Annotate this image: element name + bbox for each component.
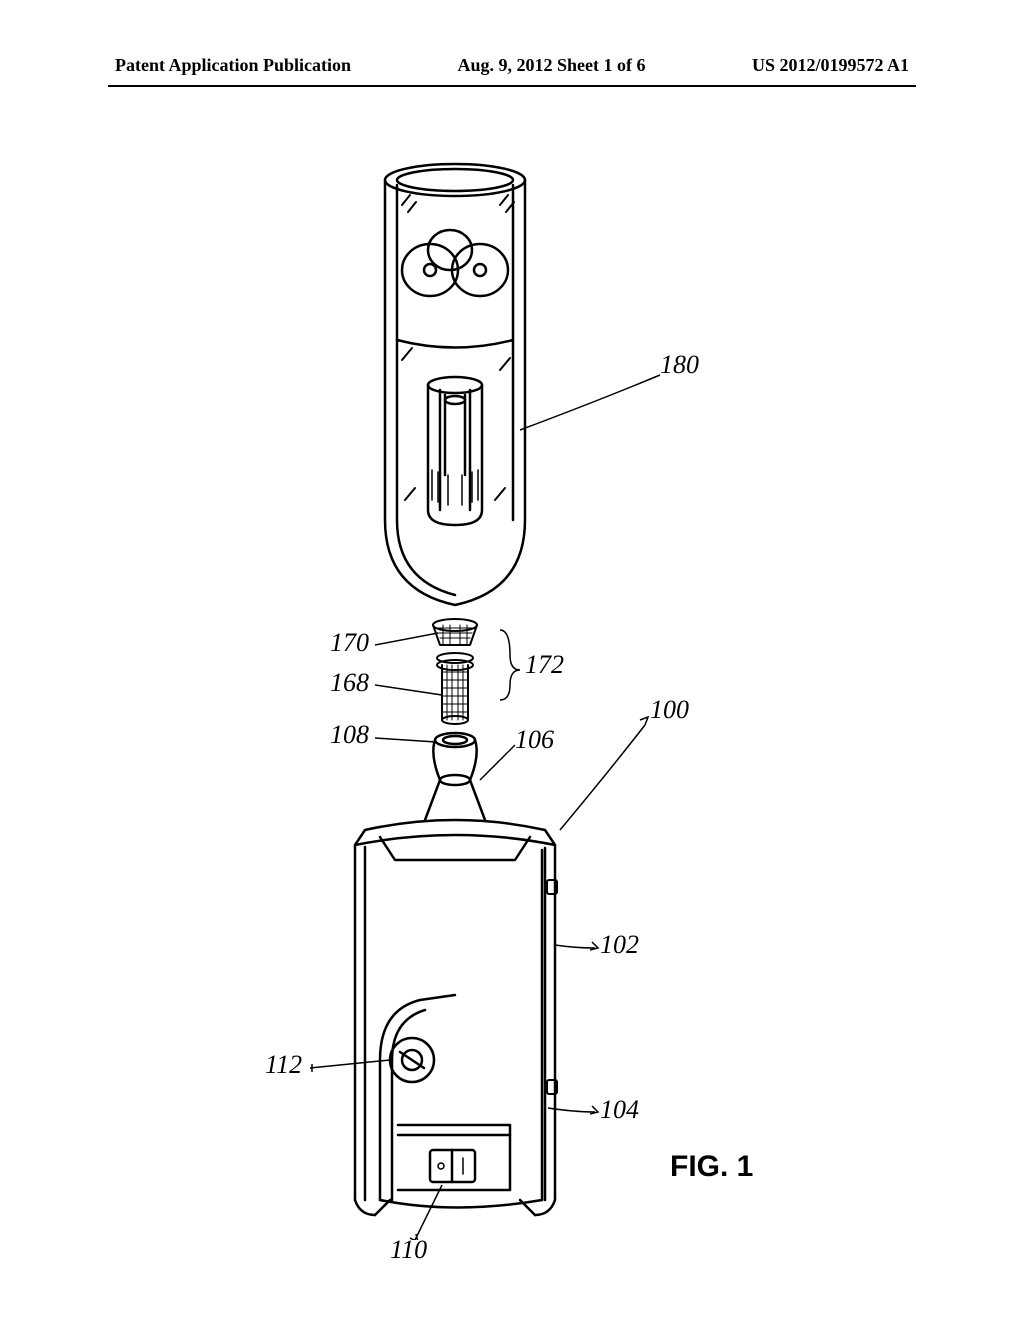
ref-108: 108 <box>330 720 369 750</box>
ref-112: 112 <box>265 1050 302 1080</box>
header-publication: Patent Application Publication <box>115 55 351 76</box>
patent-figure: 180 170 168 172 108 106 100 102 112 104 … <box>180 140 840 1240</box>
figure-caption: FIG. 1 <box>670 1150 753 1184</box>
ref-180: 180 <box>660 350 699 380</box>
ref-106: 106 <box>515 725 554 755</box>
ref-100: 100 <box>650 695 689 725</box>
header-rule <box>108 85 916 87</box>
ref-168: 168 <box>330 668 369 698</box>
ref-172: 172 <box>525 650 564 680</box>
header-pub-number: US 2012/0199572 A1 <box>752 55 909 76</box>
ref-102: 102 <box>600 930 639 960</box>
ref-110: 110 <box>390 1235 427 1265</box>
ref-170: 170 <box>330 628 369 658</box>
header-date-sheet: Aug. 9, 2012 Sheet 1 of 6 <box>458 55 646 76</box>
ref-104: 104 <box>600 1095 639 1125</box>
